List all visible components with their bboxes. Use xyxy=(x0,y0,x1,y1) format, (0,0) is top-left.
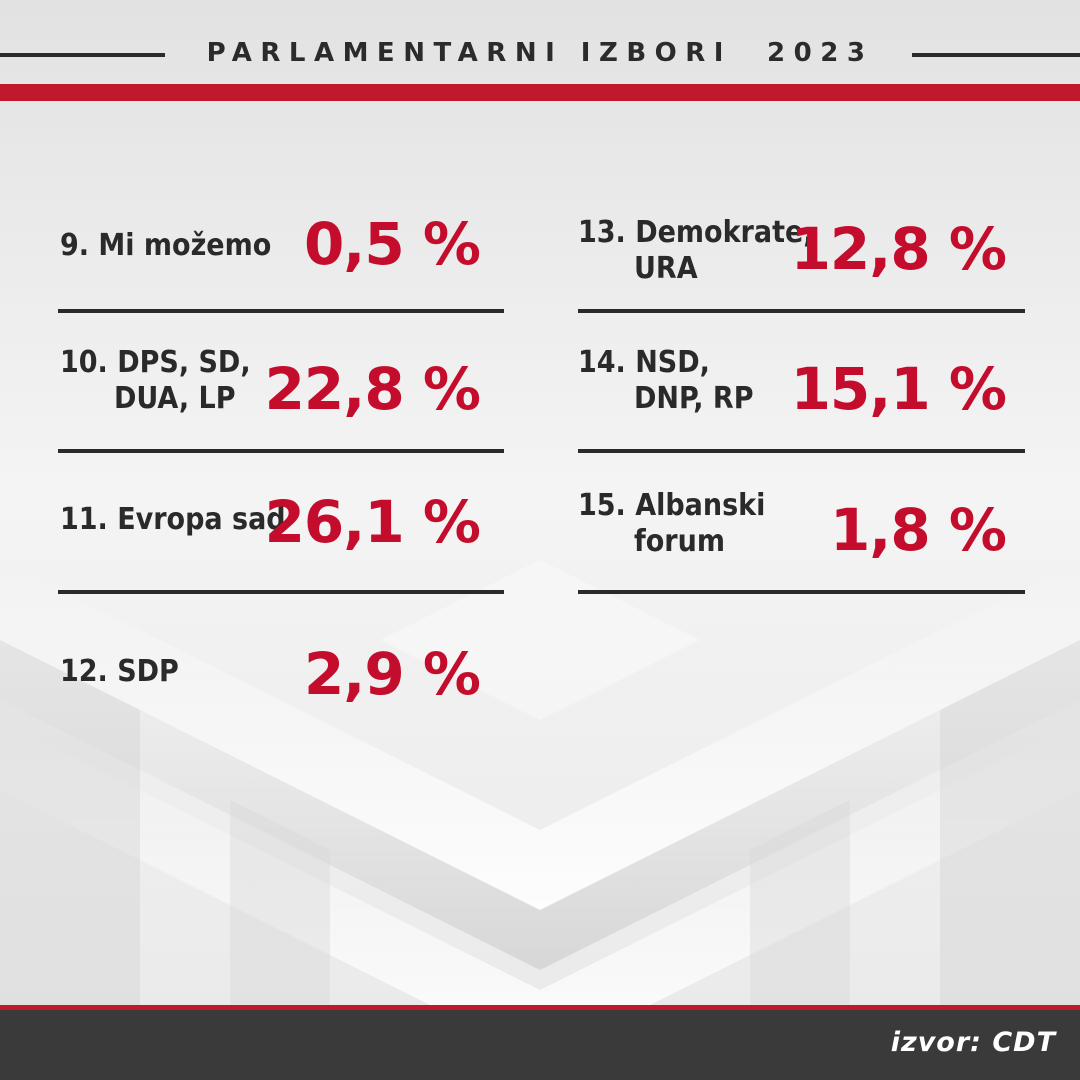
party-label-line1: 12. SDP xyxy=(60,654,179,689)
header: PARLAMENTARNI IZBORI 2023 xyxy=(0,30,1080,80)
party-label-line2: URA xyxy=(634,251,698,286)
result-entry-10: 10. DPS, SD, DUA, LP 22,8 % xyxy=(60,345,481,435)
party-label-line1: 13. Demokrate, xyxy=(578,215,814,250)
footer: izvor: CDT xyxy=(0,1005,1080,1080)
divider xyxy=(58,309,504,313)
divider xyxy=(578,309,1025,313)
divider xyxy=(58,449,504,453)
party-label-line2: DNP, RP xyxy=(634,381,754,416)
header-rule-left xyxy=(0,53,165,57)
party-label-line1: 11. Evropa sad xyxy=(60,502,286,537)
party-label-line1: 9. Mi možemo xyxy=(60,228,272,263)
party-label-line2: DUA, LP xyxy=(114,381,236,416)
vote-percentage: 2,9 % xyxy=(303,640,481,708)
result-entry-9: 9. Mi možemo 0,5 % xyxy=(60,210,481,290)
page-title: PARLAMENTARNI IZBORI 2023 xyxy=(206,38,874,68)
party-label-line1: 15. Albanski xyxy=(578,488,766,523)
party-label: 14. NSD, DNP, RP xyxy=(578,345,753,417)
vote-percentage: 22,8 % xyxy=(264,355,481,423)
party-label: 13. Demokrate, URA xyxy=(578,215,814,287)
divider xyxy=(58,590,504,594)
footer-red-stripe xyxy=(0,1005,1080,1010)
vote-percentage: 0,5 % xyxy=(303,210,481,278)
divider xyxy=(578,449,1025,453)
vote-percentage: 15,1 % xyxy=(790,355,1007,423)
result-entry-12: 12. SDP 2,9 % xyxy=(60,640,481,720)
header-red-band xyxy=(0,84,1080,101)
result-entry-13: 13. Demokrate, URA 12,8 % xyxy=(578,215,1007,300)
result-entry-14: 14. NSD, DNP, RP 15,1 % xyxy=(578,345,1007,435)
vote-percentage: 26,1 % xyxy=(264,488,481,556)
party-label: 10. DPS, SD, DUA, LP xyxy=(60,345,251,417)
source-credit: izvor: CDT xyxy=(890,1027,1056,1058)
vote-percentage: 1,8 % xyxy=(829,496,1007,564)
result-entry-15: 15. Albanski forum 1,8 % xyxy=(578,488,1007,578)
header-rule-right xyxy=(912,53,1080,57)
result-entry-11: 11. Evropa sad 26,1 % xyxy=(60,488,481,570)
divider xyxy=(578,590,1025,594)
party-label-line1: 14. NSD, xyxy=(578,345,710,380)
party-label: 11. Evropa sad xyxy=(60,502,286,538)
vote-percentage: 12,8 % xyxy=(790,215,1007,283)
party-label: 9. Mi možemo xyxy=(60,228,271,264)
party-label: 15. Albanski forum xyxy=(578,488,765,560)
party-label-line1: 10. DPS, SD, xyxy=(60,345,251,380)
party-label-line2: forum xyxy=(634,524,725,559)
party-label: 12. SDP xyxy=(60,654,179,690)
